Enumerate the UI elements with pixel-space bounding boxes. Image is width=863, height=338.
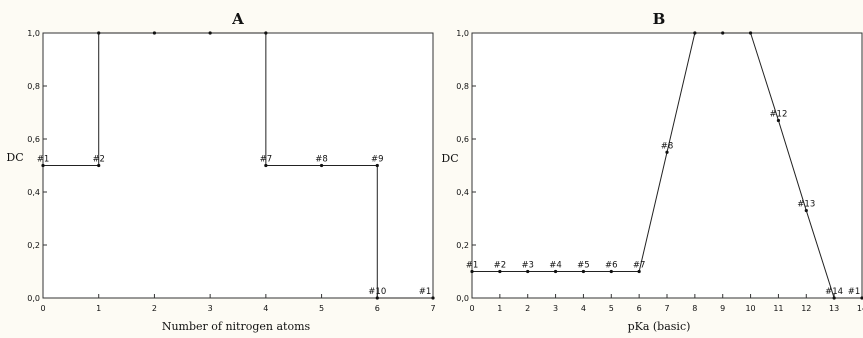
data-point [804,208,808,213]
data-point [431,296,435,300]
point-label: #12 [769,109,787,119]
data-point [637,269,641,274]
x-tick-label: 9 [720,304,725,313]
panel-a: A 0,0 0,2 0,4 0,6 0,8 1,0 0 1 2 3 4 5 6 7 Number of nit… [6,10,435,333]
point-label: #1 [466,261,479,271]
data-point [375,163,379,168]
data-point [665,150,669,154]
y-tick-label: 0,4 [27,188,40,197]
data-point [152,31,157,35]
data-point [470,269,474,274]
data-point [97,163,101,168]
point-label: #2 [494,261,507,271]
data-point [41,163,45,168]
x-tick-label: 3 [553,304,558,313]
x-tick-label: 5 [609,304,614,313]
point-label: #2 [92,155,105,165]
data-point [208,31,212,35]
y-tick-label: 0,8 [456,82,469,91]
data-point [832,296,836,300]
x-tick-label: 6 [637,304,642,313]
point-label: #5 [577,261,590,271]
y-tick-label: 0,6 [27,135,40,144]
data-point [526,269,530,274]
chart-title: A [231,10,244,28]
data-point [97,31,101,35]
data-point [860,296,863,300]
x-tick-label: 3 [208,304,213,313]
x-tick-label: 12 [801,304,811,313]
point-label: #7 [260,155,273,165]
x-tick-label: 5 [319,304,324,313]
data-point [264,31,268,35]
y-tick-label: 0,2 [456,241,469,250]
data-point [748,31,753,35]
point-label: #6 [605,261,618,271]
x-tick-label: 6 [375,304,380,313]
point-label: #1 [37,155,50,165]
x-tick-label: 8 [692,304,697,313]
x-tick-label: 1 [96,304,101,313]
point-label: #3 [521,261,534,271]
point-label: #1 [848,287,861,297]
x-tick-label: 13 [829,304,839,313]
chart-title: B [653,10,666,28]
x-tick-label: 7 [664,304,669,313]
point-label: #9 [371,155,384,165]
point-label: #8 [315,155,328,165]
x-tick-label: 0 [40,304,45,313]
x-tick-label: 4 [263,304,268,313]
y-tick-label: 1,0 [27,29,40,38]
y-tick-label: 0,6 [456,135,469,144]
y-tick-label: 0,2 [27,241,40,250]
plot-frame [471,32,863,299]
y-axis-label: DC [441,152,458,165]
panel-b: B0,00,20,40,60,81,001234567891011121314p… [441,10,863,333]
data-point [721,31,725,35]
y-tick-label: 0,8 [27,82,40,91]
data-point [609,269,613,274]
point-label: #1 [419,287,432,297]
data-point [319,163,324,168]
data-point [498,269,502,274]
x-tick-label: 0 [469,304,474,313]
x-tick-label: 1 [497,304,502,313]
point-label: #10 [368,287,386,297]
x-tick-label: 2 [525,304,530,313]
point-label: #7 [633,261,646,271]
data-point [553,269,558,274]
x-tick-label: 2 [152,304,157,313]
data-point [776,118,781,123]
point-label: #13 [797,200,815,210]
y-tick-label: 0,0 [456,294,469,303]
y-axis-label: DC [6,151,23,164]
point-label: #8 [661,141,674,151]
x-tick-label: 14 [857,304,863,313]
x-axis-label: pKa (basic) [628,320,691,333]
x-tick-label: 11 [773,304,783,313]
data-point [375,296,379,300]
data-point [264,163,268,168]
x-tick-label: 4 [581,304,586,313]
data-point [693,31,697,35]
point-label: #14 [825,287,843,297]
x-tick-label: 10 [745,304,755,313]
point-label: #4 [549,261,562,271]
data-point [581,269,586,274]
x-axis-label: Number of nitrogen atoms [162,320,311,333]
x-tick-label: 7 [430,304,435,313]
y-tick-label: 1,0 [456,29,469,38]
y-tick-label: 0,4 [456,188,469,197]
y-tick-label: 0,0 [27,294,40,303]
